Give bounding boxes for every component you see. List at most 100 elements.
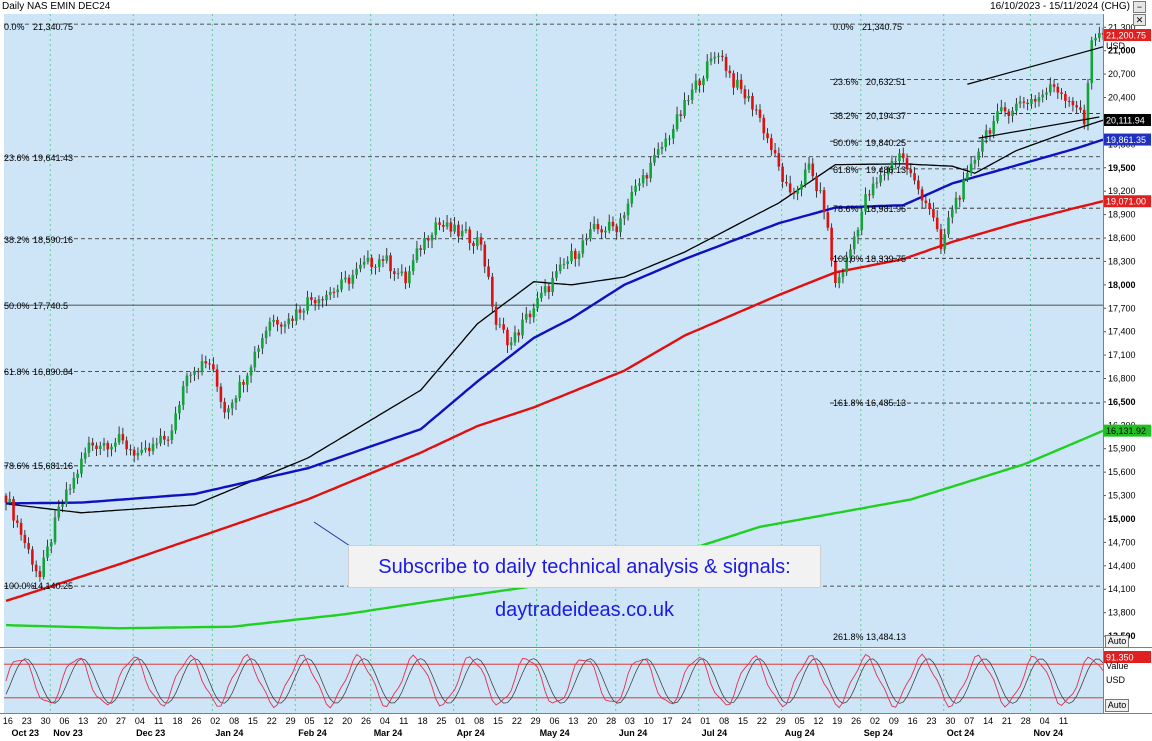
candle — [819, 182, 822, 194]
candle — [1064, 90, 1067, 109]
candle — [147, 442, 151, 457]
candle-body — [393, 271, 396, 274]
candle — [773, 142, 777, 157]
candle — [16, 515, 19, 528]
candle — [174, 406, 177, 434]
candle-body — [890, 161, 894, 170]
channel-line — [978, 116, 1100, 139]
candle-body — [754, 109, 758, 111]
x-day-label: 05 — [304, 716, 314, 726]
candle-body — [600, 229, 603, 233]
candle-body — [1064, 93, 1067, 101]
candle — [509, 336, 513, 350]
candle-body — [690, 89, 694, 100]
candle-body — [687, 99, 690, 101]
candle — [932, 202, 935, 222]
candle-body — [181, 386, 185, 405]
candle-body — [8, 499, 12, 503]
candle — [159, 428, 162, 447]
candle — [619, 213, 622, 238]
candle-body — [1079, 107, 1082, 110]
candle — [276, 316, 279, 332]
candle — [121, 427, 125, 445]
x-day-label: 25 — [436, 716, 446, 726]
candle-body — [257, 348, 260, 352]
candle — [65, 482, 68, 507]
candle-body — [57, 506, 61, 518]
candle-body — [385, 255, 389, 261]
candle-body — [528, 313, 532, 318]
candle — [909, 163, 913, 178]
candle — [558, 257, 562, 274]
candle-body — [984, 130, 988, 139]
candle-body — [276, 319, 279, 325]
close-button[interactable]: ✕ — [1133, 14, 1146, 26]
candle — [249, 364, 253, 383]
candle-body — [770, 138, 773, 151]
candle-body — [313, 299, 317, 304]
candle — [140, 442, 144, 456]
candle-body — [822, 190, 826, 213]
y-tick-label: 16,800 — [1108, 374, 1136, 384]
candle — [325, 290, 328, 307]
auto-scale-button[interactable]: Auto — [1105, 635, 1129, 648]
fib-left-price: 18,590.16 — [33, 235, 73, 245]
candle-body — [901, 153, 905, 159]
candle — [977, 148, 980, 167]
x-day-label: 28 — [606, 716, 616, 726]
candle — [310, 292, 313, 306]
x-day-label: 22 — [512, 716, 522, 726]
candle — [129, 444, 132, 456]
candle-body — [366, 257, 370, 262]
candle — [336, 284, 340, 298]
candle — [849, 244, 852, 264]
candle — [939, 223, 943, 254]
candle — [230, 399, 234, 416]
candle — [943, 228, 947, 254]
price-tag-label: 20,111.94 — [1106, 115, 1145, 125]
minimize-button[interactable]: − — [1133, 1, 1146, 13]
candle — [743, 85, 747, 105]
candle — [702, 75, 705, 93]
candle-body — [909, 169, 913, 174]
x-day-label: 26 — [851, 716, 861, 726]
candle-body — [630, 191, 634, 204]
candle-body — [19, 522, 23, 535]
promo-banner[interactable]: Subscribe to daily technical analysis & … — [348, 545, 821, 621]
y-tick-label: 17,400 — [1108, 327, 1136, 337]
x-day-label: 23 — [927, 716, 937, 726]
candle — [656, 142, 660, 159]
x-day-label: 02 — [870, 716, 880, 726]
candle-body — [736, 79, 739, 88]
candle-body — [570, 250, 573, 262]
candle — [1033, 95, 1037, 108]
oscillator-panel-bg — [4, 649, 1103, 713]
candle-body — [709, 58, 713, 62]
candle-body — [834, 260, 837, 284]
y-tick-label: 18,600 — [1108, 233, 1136, 243]
candle-body — [917, 180, 920, 190]
candle — [996, 103, 999, 124]
candle — [536, 291, 539, 312]
candle — [374, 264, 377, 275]
candle-body — [826, 212, 830, 228]
y-tick-label: 18,300 — [1108, 256, 1136, 266]
candle — [762, 114, 766, 141]
candle — [400, 264, 404, 277]
candle — [332, 287, 336, 299]
y-tick-label: 15,900 — [1108, 444, 1136, 454]
x-day-label: 08 — [229, 716, 239, 726]
candle — [709, 52, 713, 66]
candle — [660, 141, 664, 155]
candle-body — [411, 260, 415, 272]
moving-average-line — [5, 138, 1104, 505]
oscillator-auto-button[interactable]: Auto — [1105, 699, 1129, 712]
candle-body — [80, 458, 83, 474]
candle-body — [351, 274, 355, 284]
candle — [630, 185, 634, 208]
candle-body — [332, 291, 336, 293]
candle-body — [924, 200, 928, 203]
candle — [962, 171, 965, 202]
candle — [837, 272, 841, 289]
candle-body — [23, 534, 27, 544]
